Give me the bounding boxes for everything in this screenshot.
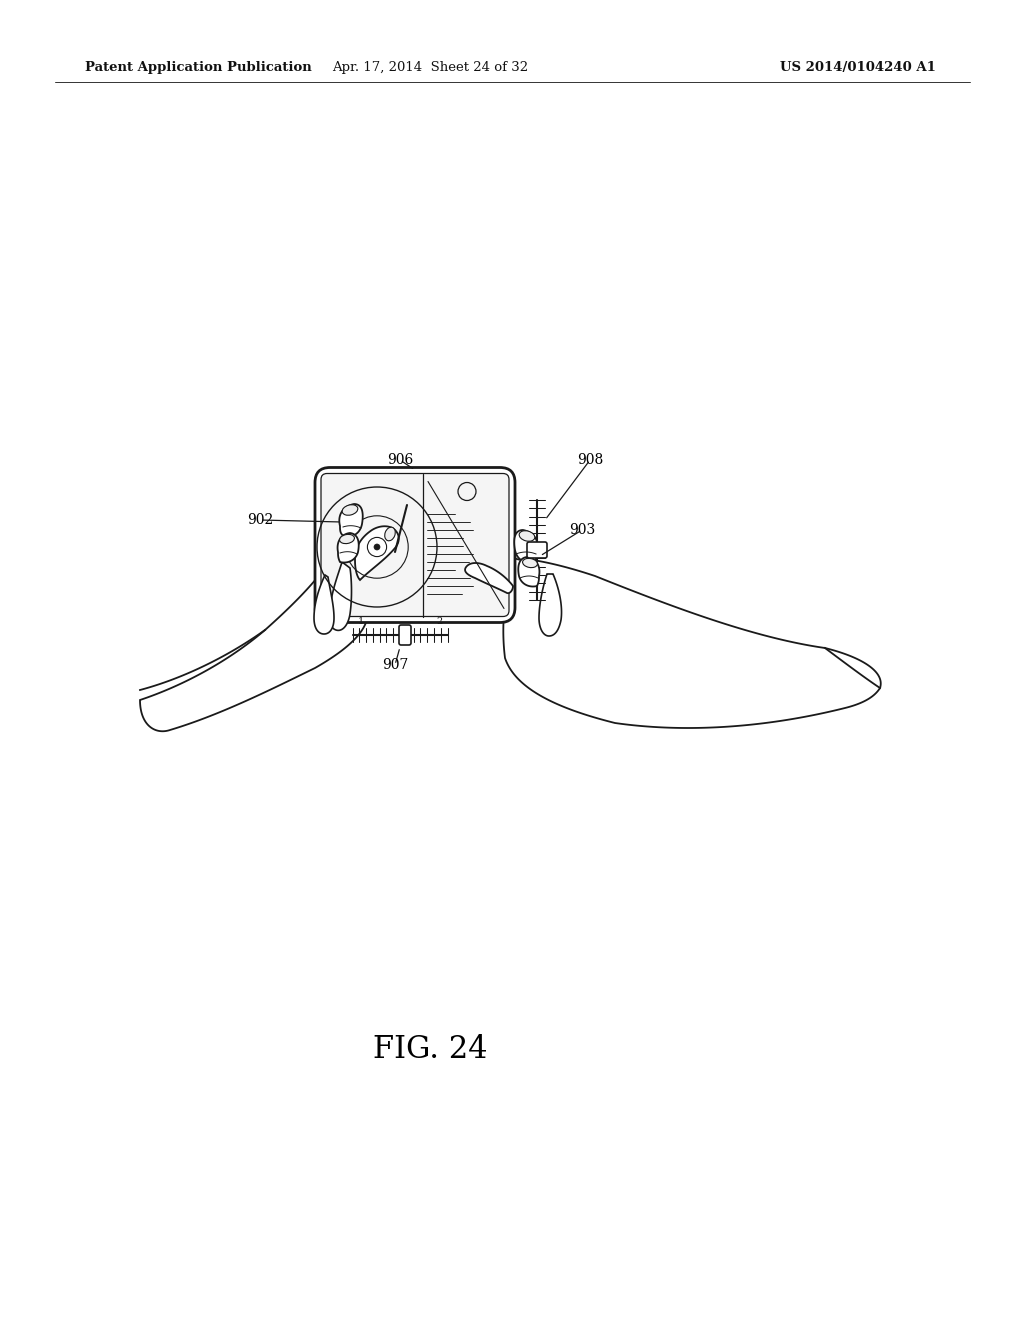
Polygon shape [504, 558, 881, 729]
Text: FIG. 24: FIG. 24 [373, 1035, 487, 1065]
Ellipse shape [385, 527, 395, 541]
Polygon shape [465, 564, 513, 593]
Text: Apr. 17, 2014  Sheet 24 of 32: Apr. 17, 2014 Sheet 24 of 32 [332, 62, 528, 74]
Polygon shape [539, 574, 561, 636]
Text: 907: 907 [382, 657, 409, 672]
FancyBboxPatch shape [315, 467, 515, 623]
Text: 902: 902 [247, 513, 273, 527]
Polygon shape [314, 576, 334, 634]
Ellipse shape [522, 558, 538, 568]
Circle shape [374, 544, 380, 550]
Polygon shape [338, 533, 358, 562]
Text: 908: 908 [577, 453, 603, 467]
Ellipse shape [340, 535, 354, 544]
Text: Patent Application Publication: Patent Application Publication [85, 62, 311, 74]
Text: 2: 2 [436, 616, 442, 626]
Text: 1: 1 [357, 616, 364, 626]
Polygon shape [355, 527, 398, 579]
FancyBboxPatch shape [399, 624, 411, 645]
FancyBboxPatch shape [321, 474, 509, 616]
Text: 903: 903 [569, 523, 595, 537]
Polygon shape [140, 536, 368, 731]
Text: US 2014/0104240 A1: US 2014/0104240 A1 [780, 62, 936, 74]
Polygon shape [518, 557, 540, 586]
Circle shape [368, 537, 387, 557]
Polygon shape [514, 531, 538, 562]
Polygon shape [330, 562, 351, 631]
Text: 906: 906 [387, 453, 413, 467]
FancyBboxPatch shape [527, 543, 547, 558]
Ellipse shape [519, 531, 535, 541]
Ellipse shape [342, 504, 357, 515]
Polygon shape [339, 504, 362, 536]
